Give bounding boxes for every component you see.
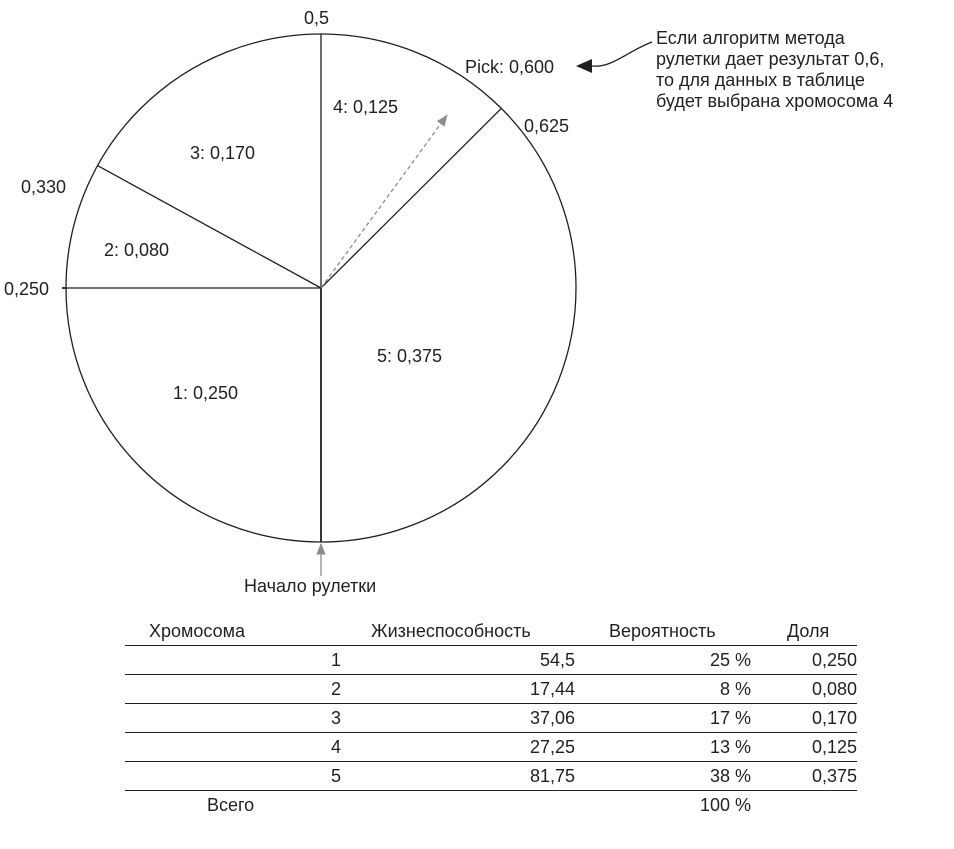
cell-fitness: 27,25 — [345, 732, 581, 762]
cell-chromosome: 1 — [125, 645, 345, 675]
slice-boundaries — [62, 34, 502, 542]
table-row: 1 54,5 25 % 0,250 — [125, 645, 857, 675]
slice-boundary-line — [320, 107, 502, 289]
cell-probability: 8 % — [581, 674, 759, 704]
cell-chromosome: 2 — [125, 674, 345, 704]
cell-probability: 25 % — [581, 645, 759, 675]
table-header-row: Хромосома Жизнеспособность Вероятность Д… — [125, 617, 857, 646]
header-probability: Вероятность — [581, 617, 759, 646]
annotation-line: будет выбрана хромосома 4 — [656, 91, 894, 111]
table-row: 3 37,06 17 % 0,170 — [125, 703, 857, 733]
header-share: Доля — [759, 617, 857, 646]
table-total-row: Всего 100 % — [125, 791, 857, 820]
slice-label-2: 2: 0,080 — [104, 240, 169, 260]
pick-arrow — [320, 114, 448, 289]
chromosome-table: Хромосома Жизнеспособность Вероятность Д… — [125, 617, 857, 819]
annotation-curve — [591, 41, 653, 67]
pick-pointer-icon — [576, 59, 592, 73]
cell-fitness: 37,06 — [345, 703, 581, 733]
total-share — [759, 791, 857, 820]
cell-share: 0,170 — [759, 703, 857, 733]
table-row: 5 81,75 38 % 0,375 — [125, 761, 857, 791]
cell-chromosome: 4 — [125, 732, 345, 762]
cell-share: 0,125 — [759, 732, 857, 762]
table-row: 2 17,44 8 % 0,080 — [125, 674, 857, 704]
annotation-line: Если алгоритм метода — [656, 28, 845, 48]
cell-probability: 17 % — [581, 703, 759, 733]
start-label: Начало рулетки — [244, 576, 376, 596]
cell-share: 0,375 — [759, 761, 857, 791]
cell-fitness: 17,44 — [345, 674, 581, 704]
cell-probability: 13 % — [581, 732, 759, 762]
boundary-label-0-625: 0,625 — [524, 116, 569, 136]
boundary-label-0-250: 0,250 — [4, 279, 49, 299]
cell-chromosome: 3 — [125, 703, 345, 733]
cell-fitness: 81,75 — [345, 761, 581, 791]
cell-chromosome: 5 — [125, 761, 345, 791]
slice-boundary-line — [97, 165, 322, 289]
total-fitness — [345, 791, 581, 820]
slice-label-4: 4: 0,125 — [333, 97, 398, 117]
header-chromosome: Хромосома — [125, 617, 345, 646]
cell-share: 0,080 — [759, 674, 857, 704]
header-fitness: Жизнеспособность — [345, 617, 581, 646]
annotation-line: то для данных в таблице — [656, 70, 865, 90]
total-probability: 100 % — [699, 794, 751, 815]
boundary-label-0-330: 0,330 — [21, 177, 66, 197]
slice-label-1: 1: 0,250 — [173, 383, 238, 403]
table-row: 4 27,25 13 % 0,125 — [125, 732, 857, 762]
annotation-line: рулетки дает результат 0,6, — [656, 49, 885, 69]
cell-share: 0,250 — [759, 645, 857, 675]
annotation-text: Если алгоритм метода рулетки дает резуль… — [656, 28, 952, 112]
slice-label-5: 5: 0,375 — [377, 346, 442, 366]
total-label: Всего — [207, 794, 255, 815]
boundary-label-0-5: 0,5 — [304, 8, 329, 28]
pick-label: Pick: 0,600 — [465, 57, 554, 77]
roulette-wheel: 1: 0,250 2: 0,080 3: 0,170 4: 0,125 5: 0… — [4, 8, 653, 596]
cell-probability: 38 % — [581, 761, 759, 791]
cell-fitness: 54,5 — [345, 645, 581, 675]
slice-label-3: 3: 0,170 — [190, 143, 255, 163]
